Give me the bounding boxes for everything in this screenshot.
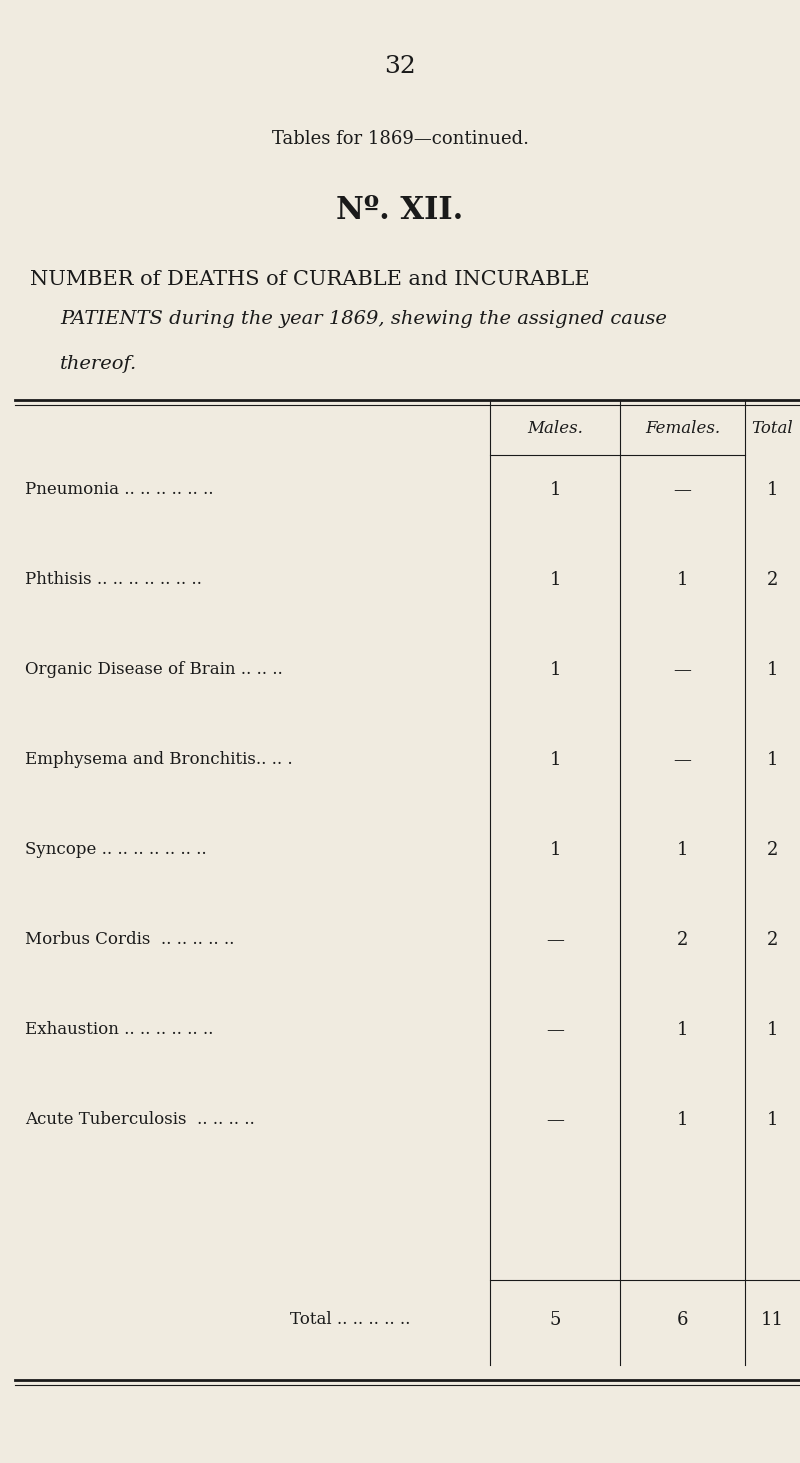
Text: 1: 1: [677, 571, 688, 590]
Text: Phthisis .. .. .. .. .. .. ..: Phthisis .. .. .. .. .. .. ..: [25, 572, 202, 588]
Text: 1: 1: [550, 751, 561, 770]
Text: Tables for 1869—continued.: Tables for 1869—continued.: [271, 130, 529, 148]
Text: 1: 1: [677, 841, 688, 859]
Text: 1: 1: [550, 841, 561, 859]
Text: 1: 1: [766, 1021, 778, 1039]
Text: —: —: [546, 1021, 564, 1039]
Text: Pneumonia .. .. .. .. .. ..: Pneumonia .. .. .. .. .. ..: [25, 481, 214, 499]
Text: Syncope .. .. .. .. .. .. ..: Syncope .. .. .. .. .. .. ..: [25, 841, 206, 859]
Text: Total: Total: [752, 420, 794, 437]
Text: 2: 2: [767, 841, 778, 859]
Text: Organic Disease of Brain .. .. ..: Organic Disease of Brain .. .. ..: [25, 661, 282, 679]
Text: —: —: [674, 481, 691, 499]
Text: 1: 1: [766, 661, 778, 679]
Text: 1: 1: [677, 1110, 688, 1129]
Text: PATIENTS during the year 1869, shewing the assigned cause: PATIENTS during the year 1869, shewing t…: [60, 310, 667, 328]
Text: —: —: [674, 751, 691, 770]
Text: —: —: [546, 1110, 564, 1129]
Text: 2: 2: [767, 930, 778, 949]
Text: 1: 1: [766, 1110, 778, 1129]
Text: Males.: Males.: [527, 420, 583, 437]
Text: 1: 1: [550, 661, 561, 679]
Text: 32: 32: [384, 56, 416, 78]
Text: Total .. .. .. .. ..: Total .. .. .. .. ..: [290, 1311, 410, 1328]
Text: 1: 1: [550, 571, 561, 590]
Text: Acute Tuberculosis  .. .. .. ..: Acute Tuberculosis .. .. .. ..: [25, 1112, 254, 1128]
Text: Nº. XII.: Nº. XII.: [336, 195, 464, 225]
Text: Morbus Cordis  .. .. .. .. ..: Morbus Cordis .. .. .. .. ..: [25, 932, 234, 948]
Text: NUMBER of DEATHS of CURABLE and INCURABLE: NUMBER of DEATHS of CURABLE and INCURABL…: [30, 271, 590, 290]
Text: Exhaustion .. .. .. .. .. ..: Exhaustion .. .. .. .. .. ..: [25, 1021, 214, 1039]
Text: 11: 11: [761, 1311, 784, 1328]
Text: 5: 5: [550, 1311, 561, 1328]
Text: 1: 1: [766, 751, 778, 770]
Text: —: —: [674, 661, 691, 679]
Text: 2: 2: [677, 930, 688, 949]
Text: thereof.: thereof.: [60, 356, 138, 373]
Text: 1: 1: [766, 481, 778, 499]
Text: Emphysema and Bronchitis.. .. .: Emphysema and Bronchitis.. .. .: [25, 752, 293, 768]
Text: 1: 1: [677, 1021, 688, 1039]
Text: 1: 1: [550, 481, 561, 499]
Text: Females.: Females.: [645, 420, 720, 437]
Text: —: —: [546, 930, 564, 949]
Text: 6: 6: [677, 1311, 688, 1328]
Text: 2: 2: [767, 571, 778, 590]
